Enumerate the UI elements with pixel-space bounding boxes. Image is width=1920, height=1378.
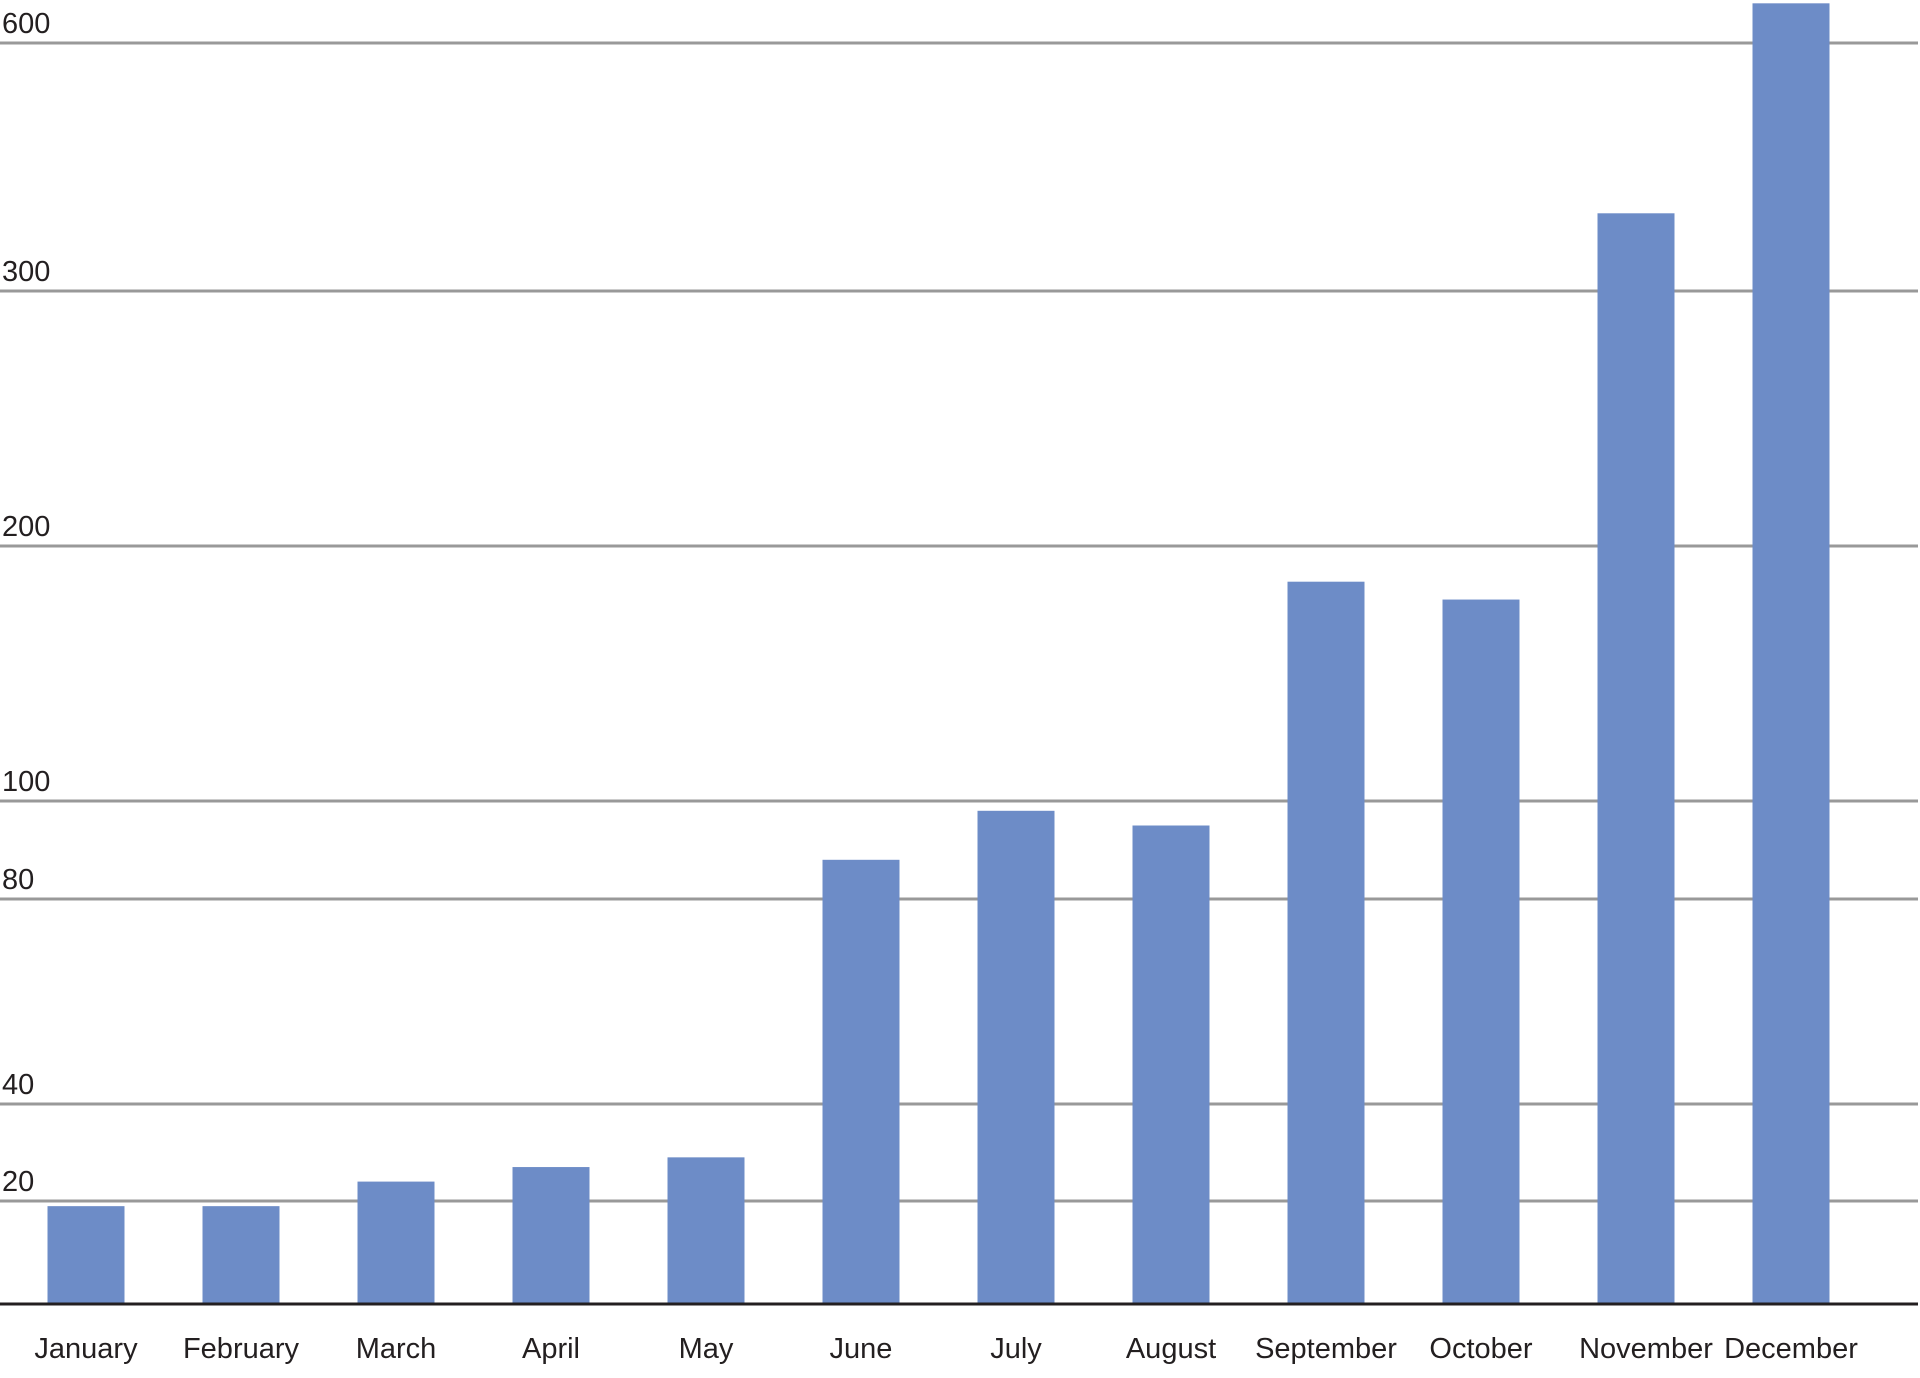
y-tick-label: 100 (2, 766, 50, 798)
x-tick-label: October (1429, 1333, 1532, 1365)
y-tick-label: 300 (2, 256, 50, 288)
y-tick-label: 600 (2, 8, 50, 40)
y-tick-label: 20 (2, 1166, 34, 1198)
bar (357, 1181, 435, 1304)
bar (202, 1206, 280, 1304)
x-tick-label: December (1724, 1333, 1858, 1365)
x-tick-label: November (1579, 1333, 1713, 1365)
bar (1752, 3, 1830, 1305)
y-tick-label: 200 (2, 511, 50, 543)
bar (1287, 581, 1365, 1304)
x-tick-label: August (1126, 1333, 1216, 1365)
bar (512, 1167, 590, 1304)
bar (1442, 599, 1520, 1304)
x-tick-label: July (990, 1333, 1042, 1365)
x-tick-label: June (830, 1333, 893, 1365)
bar (977, 810, 1055, 1304)
bar (47, 1206, 125, 1304)
y-tick-label: 40 (2, 1069, 34, 1101)
x-tick-label: September (1255, 1333, 1397, 1365)
x-tick-label: April (522, 1333, 580, 1365)
x-tick-label: January (34, 1333, 138, 1365)
x-tick-label: May (679, 1333, 734, 1365)
bar (1597, 213, 1675, 1304)
bar (1132, 825, 1210, 1304)
x-tick-label: February (183, 1333, 300, 1365)
y-tick-label: 80 (2, 864, 34, 896)
x-tick-label: March (356, 1333, 437, 1365)
bar (822, 859, 900, 1304)
bar (667, 1157, 745, 1304)
